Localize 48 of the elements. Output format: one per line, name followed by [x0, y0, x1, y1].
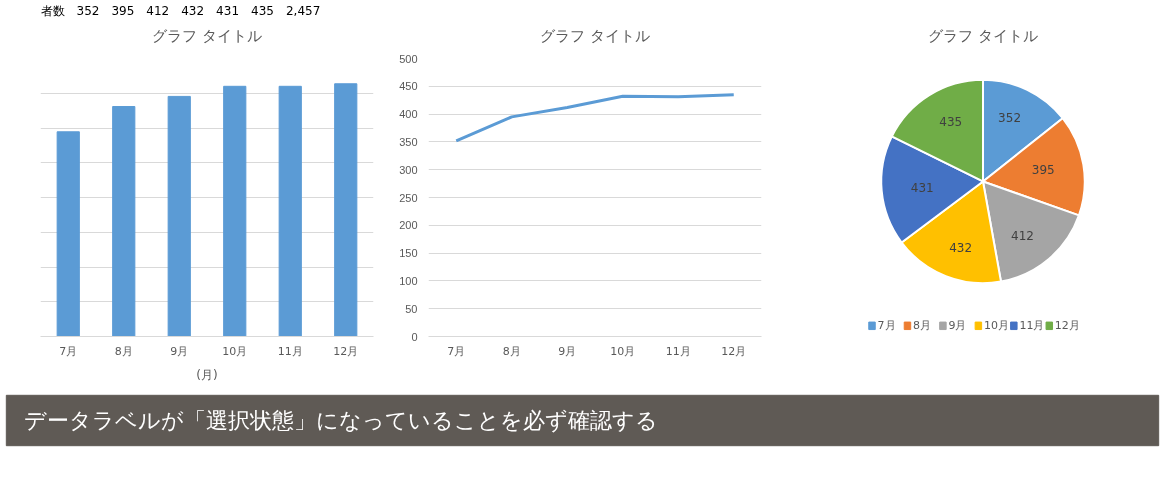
bar — [167, 95, 191, 337]
y-tick-label: 300 — [399, 163, 418, 176]
legend-label: 7月 — [877, 319, 896, 333]
x-tick-label: 7月 — [447, 345, 466, 358]
y-tick-label: 450 — [399, 80, 418, 93]
bar — [56, 131, 80, 337]
y-tick-label: 400 — [399, 108, 418, 121]
y-tick-label: 500 — [399, 52, 418, 65]
x-tick-label: 10月 — [222, 345, 248, 358]
x-tick-label: 11月 — [277, 345, 303, 358]
x-tick-label: 11月 — [665, 345, 691, 358]
chart-title: グラフ タイトル — [152, 26, 262, 45]
data-label: 395 — [1031, 163, 1055, 178]
x-tick-label: 12月 — [333, 345, 359, 358]
y-tick-label: 50 — [405, 302, 418, 315]
y-tick-label: 250 — [399, 191, 418, 204]
data-label: 435 — [939, 115, 963, 130]
x-tick-label: 12月 — [721, 345, 747, 358]
chart-title: グラフ タイトル — [540, 26, 650, 45]
chart-title: グラフ タイトル — [928, 26, 1038, 45]
text: 者数 352 395 412 432 431 435 2,457 — [40, 3, 321, 18]
bar — [112, 106, 136, 337]
y-tick-label: 150 — [399, 247, 418, 260]
legend-label: 10月 — [983, 319, 1009, 333]
legend-label: 8月 — [913, 319, 932, 333]
data-label: 432 — [949, 240, 973, 255]
y-tick-label: 0 — [411, 330, 418, 343]
bar — [223, 85, 247, 337]
x-tick-label: 8月 — [114, 345, 133, 358]
data-label: 431 — [910, 181, 934, 196]
bar — [334, 83, 358, 337]
x-axis-title: (月) — [196, 368, 218, 382]
data-label: 412 — [1011, 228, 1034, 243]
bar — [278, 85, 302, 337]
x-tick-label: 10月 — [610, 345, 636, 358]
y-tick-label: 100 — [399, 274, 418, 287]
x-tick-label: 8月 — [502, 345, 521, 358]
y-tick-label: 200 — [399, 219, 418, 232]
legend-label: 12月 — [1054, 319, 1080, 333]
legend-label: 9月 — [948, 319, 967, 333]
y-tick-label: 350 — [399, 135, 418, 148]
text: データラベルが「選択状態」になっていることを必ず確認する — [23, 408, 658, 433]
line-series — [454, 93, 736, 143]
x-tick-label: 9月 — [170, 345, 189, 358]
legend-label: 11月 — [1019, 319, 1045, 333]
data-label: 352 — [998, 111, 1022, 126]
x-tick-label: 9月 — [558, 345, 577, 358]
x-tick-label: 7月 — [59, 345, 78, 358]
